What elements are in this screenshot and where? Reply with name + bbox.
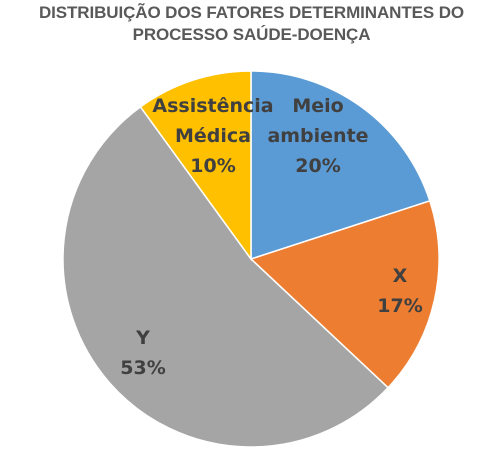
slice-category-label: ambiente bbox=[267, 125, 368, 147]
pie-slice bbox=[250, 70, 431, 261]
slice-value-label: 53% bbox=[120, 357, 165, 379]
chart-title: DISTRIBUIÇÃO DOS FATORES DETERMINANTES D… bbox=[0, 2, 503, 46]
slice-value-label: 10% bbox=[190, 155, 235, 177]
slice-category-label: Assistência bbox=[152, 95, 273, 117]
chart-title-line-1: DISTRIBUIÇÃO DOS FATORES DETERMINANTES D… bbox=[38, 3, 465, 22]
slice-category-label: Meio bbox=[292, 95, 343, 117]
chart-title-line-2: PROCESSO SAÚDE-DOENÇA bbox=[132, 25, 371, 44]
slice-category-label: Médica bbox=[175, 125, 251, 147]
slice-value-label: 17% bbox=[377, 295, 422, 317]
slice-category-label: X bbox=[393, 265, 408, 287]
slice-category-label: Y bbox=[135, 327, 150, 349]
pie-slice bbox=[139, 70, 252, 262]
pie-slice bbox=[62, 105, 390, 448]
slice-value-label: 20% bbox=[295, 155, 340, 177]
pie-slice bbox=[249, 199, 440, 389]
